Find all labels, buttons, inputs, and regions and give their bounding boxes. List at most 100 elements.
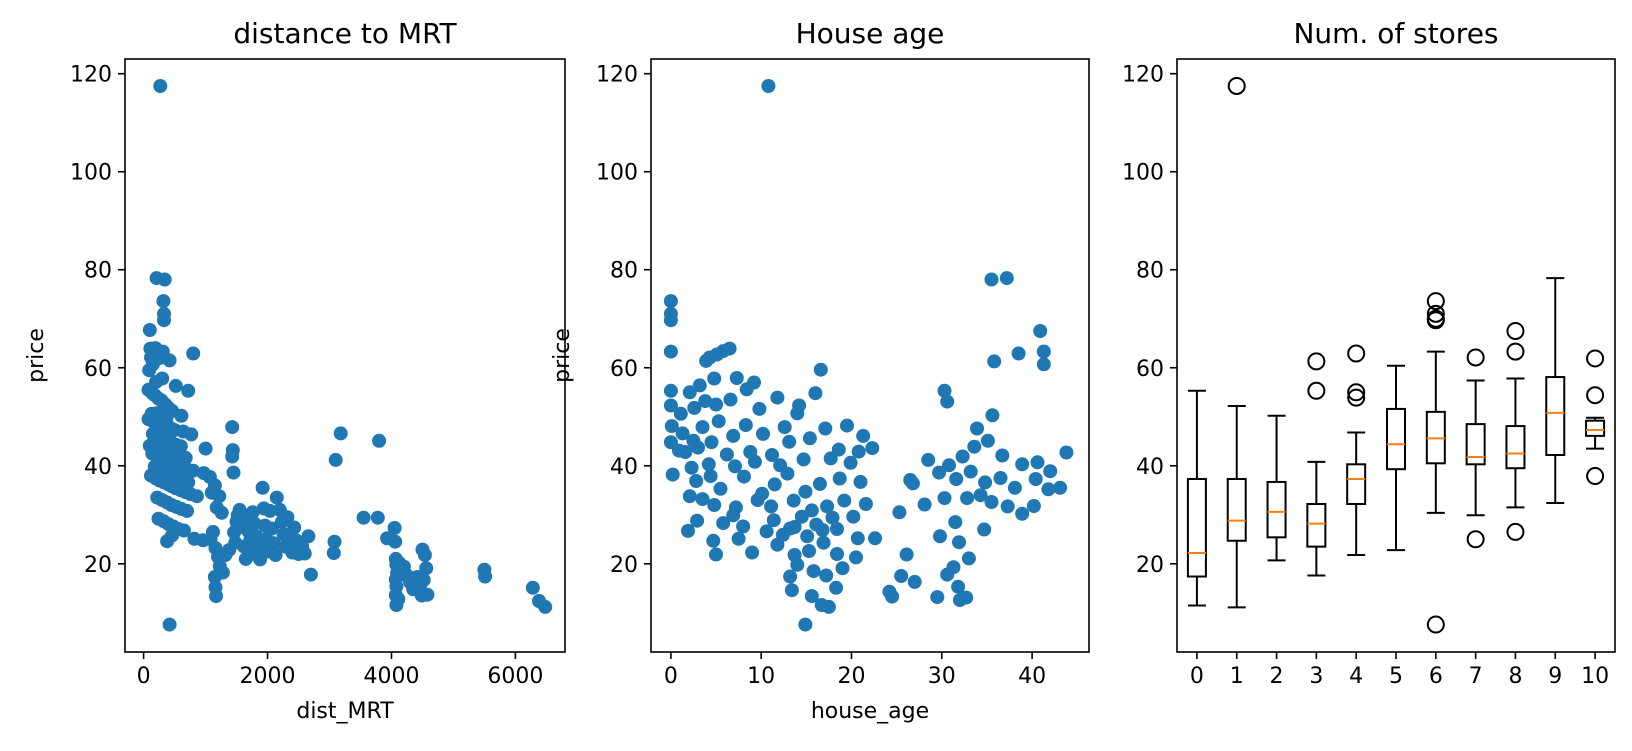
scatter-point xyxy=(937,383,952,398)
outlier-point xyxy=(1466,530,1485,549)
scatter-point xyxy=(800,529,815,544)
y-tick-label: 60 xyxy=(1136,357,1164,382)
box-body xyxy=(1386,407,1406,471)
y-tick-label: 40 xyxy=(84,455,112,480)
x-tick-label: 0 xyxy=(664,664,678,689)
scatter-point xyxy=(264,521,279,536)
scatter-point xyxy=(207,478,222,493)
scatter-point xyxy=(280,510,295,525)
scatter-point xyxy=(157,313,171,328)
scatter-point xyxy=(825,510,840,525)
box-body xyxy=(1465,423,1486,466)
box-7 xyxy=(1465,348,1486,549)
scatter-point xyxy=(1011,346,1026,361)
scatter-point xyxy=(695,420,710,435)
scatter-point xyxy=(899,547,914,562)
scatter-point xyxy=(820,499,835,514)
y-axis-label: price xyxy=(550,328,575,383)
scatter-point xyxy=(356,510,371,525)
scatter-point xyxy=(1043,464,1058,479)
y-tick-label: 80 xyxy=(1136,259,1164,284)
scatter-point xyxy=(168,378,183,393)
y-tick-label: 120 xyxy=(1122,63,1164,88)
scatter-point xyxy=(932,465,947,480)
scatter-point xyxy=(1036,357,1051,372)
box-4 xyxy=(1346,344,1367,556)
y-tick-label: 20 xyxy=(84,553,112,578)
scatter-point xyxy=(212,489,227,504)
axes-frame xyxy=(650,58,1090,653)
y-tick-label: 100 xyxy=(596,161,638,186)
scatter-point xyxy=(209,589,224,604)
outlier-point xyxy=(1586,349,1605,368)
scatter-point xyxy=(1000,499,1015,514)
scatter-point xyxy=(372,433,387,448)
outlier-point xyxy=(1347,388,1366,407)
data-marks xyxy=(141,79,553,632)
x-tick-label: 3 xyxy=(1309,664,1323,689)
y-tick-label: 60 xyxy=(84,357,112,382)
x-tick-label: 4000 xyxy=(363,664,419,689)
scatter-point xyxy=(823,451,838,466)
scatter-point xyxy=(215,565,230,580)
scatter-point xyxy=(808,386,823,401)
scatter-point xyxy=(937,491,952,506)
scatter-point xyxy=(687,400,702,415)
scatter-point xyxy=(142,323,157,337)
outlier-point xyxy=(1426,615,1445,634)
x-tick-label: 10 xyxy=(747,664,775,689)
scatter-point xyxy=(786,493,801,508)
scatter-point xyxy=(818,421,833,436)
scatter-point xyxy=(849,550,863,565)
panel-title: House age xyxy=(796,17,945,50)
scatter-point xyxy=(707,371,722,386)
scatter-point xyxy=(690,513,705,528)
x-tick-label: 6000 xyxy=(487,664,543,689)
scatter-point xyxy=(142,363,157,378)
scatter-point xyxy=(1015,457,1030,472)
scatter-point xyxy=(675,426,690,441)
scatter-point xyxy=(846,509,861,524)
scatter-point xyxy=(921,452,936,467)
scatter-point xyxy=(747,454,762,469)
x-tick-label: 0 xyxy=(137,664,151,689)
scatter-point xyxy=(963,464,978,479)
scatter-point xyxy=(977,522,992,537)
scatter-point xyxy=(1007,480,1022,495)
scatter-point xyxy=(767,477,782,492)
scatter-point xyxy=(301,529,316,544)
scatter-point xyxy=(813,362,828,377)
scatter-point xyxy=(830,522,844,536)
scatter-point xyxy=(726,508,741,523)
scatter-point xyxy=(790,406,805,421)
scatter-point xyxy=(287,520,302,535)
scatter-point xyxy=(268,548,283,562)
scatter-point xyxy=(984,272,999,287)
scatter-point xyxy=(672,443,686,458)
scatter-point xyxy=(756,426,770,441)
outlier-point xyxy=(1466,348,1485,367)
x-tick-label: 1 xyxy=(1230,664,1244,689)
scatter-point xyxy=(1059,445,1074,460)
scatter-point xyxy=(985,408,1000,423)
box-body xyxy=(1266,480,1287,539)
scatter-point xyxy=(1026,499,1041,513)
scatter-point xyxy=(184,427,199,442)
scatter-point xyxy=(388,534,403,549)
scatter-point xyxy=(853,474,868,489)
scatter-point xyxy=(736,519,751,534)
x-axis-label: dist_MRT xyxy=(296,699,394,724)
scatter-point xyxy=(699,353,714,368)
scatter-point xyxy=(806,564,821,579)
scatter-point xyxy=(770,537,785,552)
scatter-point xyxy=(326,546,341,560)
scatter-point xyxy=(940,394,955,409)
box-body xyxy=(1226,478,1247,542)
x-tick-label: 4 xyxy=(1349,664,1363,689)
x-tick-label: 8 xyxy=(1508,664,1522,689)
box-8 xyxy=(1505,321,1526,541)
scatter-point xyxy=(784,583,799,598)
scatter-point xyxy=(993,471,1008,485)
outlier-point xyxy=(1426,304,1445,323)
scatter-point xyxy=(692,378,707,393)
